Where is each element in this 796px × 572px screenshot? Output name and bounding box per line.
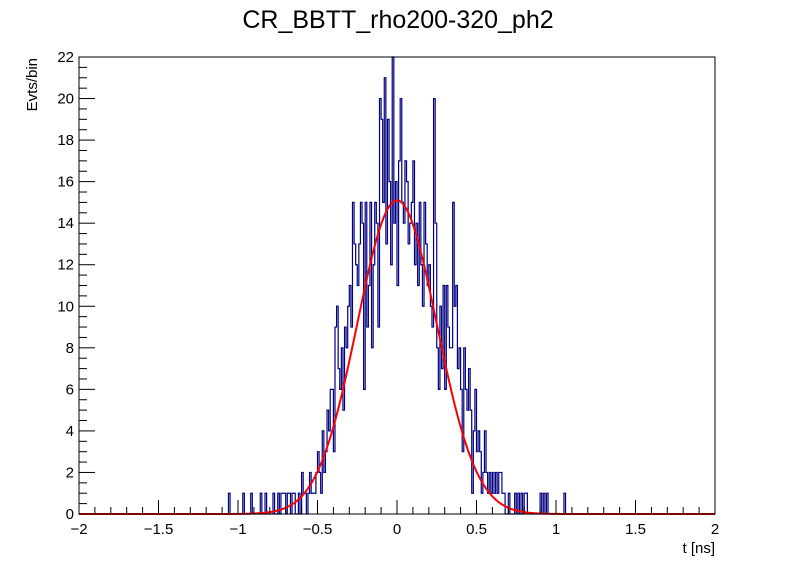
- x-axis-label: t [ns]: [682, 540, 715, 557]
- histogram-bin: [367, 327, 369, 514]
- histogram-bin: [283, 493, 285, 514]
- histogram-bin: [408, 244, 410, 514]
- histogram-bin: [432, 327, 434, 514]
- x-tick-label: 1.5: [625, 521, 646, 538]
- x-tick-label: 2: [711, 521, 719, 538]
- histogram-bin: [430, 306, 432, 514]
- y-tick-label: 18: [57, 132, 74, 149]
- histogram-bin: [313, 493, 315, 514]
- y-tick-label: 14: [57, 215, 74, 232]
- histogram-bin: [402, 202, 404, 514]
- histogram-bin: [457, 369, 459, 514]
- x-tick-label: 1: [552, 521, 560, 538]
- histogram-bin: [338, 369, 340, 514]
- histogram-bin: [494, 493, 496, 514]
- histogram-bin: [497, 493, 499, 514]
- histogram-bin: [481, 493, 483, 514]
- y-tick-label: 16: [57, 174, 74, 191]
- histogram-bin: [354, 244, 356, 514]
- y-tick-label: 0: [66, 506, 74, 523]
- histogram-bin: [449, 348, 451, 514]
- histogram-bin: [448, 327, 450, 514]
- histogram-bin: [356, 265, 358, 514]
- histogram-bin: [364, 389, 366, 514]
- histogram-bin: [314, 493, 316, 514]
- histogram-bin: [391, 265, 393, 514]
- histogram-bin: [403, 223, 405, 514]
- histogram-bin: [333, 452, 335, 514]
- histogram-bin: [414, 265, 416, 514]
- histogram-bin: [462, 452, 464, 514]
- histogram-outline: [79, 56, 715, 515]
- histogram-bin: [438, 389, 440, 514]
- y-tick-label: 10: [57, 298, 74, 315]
- histogram-bin: [378, 327, 380, 514]
- histogram-bin: [422, 306, 424, 514]
- histogram-bin: [442, 369, 444, 514]
- histogram-bin: [418, 286, 420, 515]
- histogram-bin: [340, 389, 342, 514]
- histogram-bin: [467, 410, 469, 514]
- y-tick-label: 22: [57, 49, 74, 66]
- x-tick-label: −1: [229, 521, 246, 538]
- y-tick-label: 20: [57, 91, 74, 108]
- chart-title: CR_BBTT_rho200-320_ph2: [242, 6, 554, 34]
- histogram-bin: [343, 410, 345, 514]
- y-axis-label: Evts/bin: [24, 58, 41, 111]
- histogram-bin: [451, 348, 453, 514]
- y-tick-label: 2: [66, 464, 74, 481]
- x-tick-label: 0: [393, 521, 401, 538]
- x-tick-label: −2: [70, 521, 87, 538]
- histogram-bin: [427, 286, 429, 515]
- histogram-bin: [321, 493, 323, 514]
- histogram-bin: [472, 493, 474, 514]
- x-tick-label: 0.5: [466, 521, 487, 538]
- histogram-series: [79, 56, 715, 515]
- histogram-bin: [324, 472, 326, 514]
- y-tick-label: 8: [66, 340, 74, 357]
- histogram-bin: [372, 348, 374, 514]
- histogram-bin: [397, 286, 399, 515]
- histogram-bin: [383, 202, 385, 514]
- histogram-bin: [386, 244, 388, 514]
- x-tick-label: −1.5: [144, 521, 174, 538]
- y-tick-label: 6: [66, 381, 74, 398]
- y-tick-label: 4: [66, 423, 74, 440]
- histogram-bin: [311, 493, 313, 514]
- histogram-bin: [394, 223, 396, 514]
- x-tick-label: −0.5: [303, 521, 333, 538]
- y-tick-label: 12: [57, 257, 74, 274]
- histogram-bin: [411, 202, 413, 514]
- histogram-bin: [488, 493, 490, 514]
- histogram-bin: [410, 223, 412, 514]
- histogram-bin: [445, 389, 447, 514]
- histogram-bin: [303, 493, 305, 514]
- histogram-bin: [360, 202, 362, 514]
